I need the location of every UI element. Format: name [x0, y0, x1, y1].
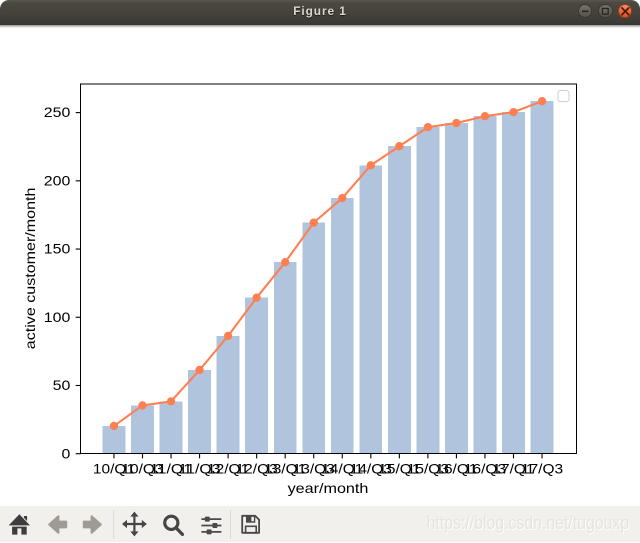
svg-text:14/Q3: 14/Q3 — [350, 460, 392, 476]
svg-text:200: 200 — [44, 172, 71, 188]
svg-text:15/Q3: 15/Q3 — [407, 460, 449, 476]
svg-text:13/Q3: 13/Q3 — [293, 460, 335, 476]
svg-text:10/Q3: 10/Q3 — [121, 460, 163, 476]
svg-text:17/Q3: 17/Q3 — [521, 460, 563, 476]
svg-text:14/Q1: 14/Q1 — [321, 460, 363, 476]
svg-text:0: 0 — [62, 445, 71, 461]
svg-text:12/Q3: 12/Q3 — [236, 460, 278, 476]
svg-text:250: 250 — [44, 104, 71, 120]
svg-text:16/Q1: 16/Q1 — [435, 460, 477, 476]
svg-text:11/Q1: 11/Q1 — [150, 460, 192, 476]
svg-text:50: 50 — [53, 377, 71, 393]
svg-text:17/Q1: 17/Q1 — [492, 460, 534, 476]
svg-text:10/Q1: 10/Q1 — [93, 460, 135, 476]
svg-text:active customer/month: active customer/month — [22, 187, 38, 349]
svg-text:12/Q1: 12/Q1 — [207, 460, 249, 476]
svg-text:100: 100 — [44, 308, 71, 324]
svg-text:13/Q1: 13/Q1 — [264, 460, 306, 476]
svg-text:15/Q1: 15/Q1 — [378, 460, 420, 476]
svg-text:11/Q3: 11/Q3 — [179, 460, 221, 476]
svg-text:150: 150 — [44, 240, 71, 256]
svg-text:16/Q3: 16/Q3 — [464, 460, 506, 476]
svg-text:year/month: year/month — [288, 480, 369, 496]
